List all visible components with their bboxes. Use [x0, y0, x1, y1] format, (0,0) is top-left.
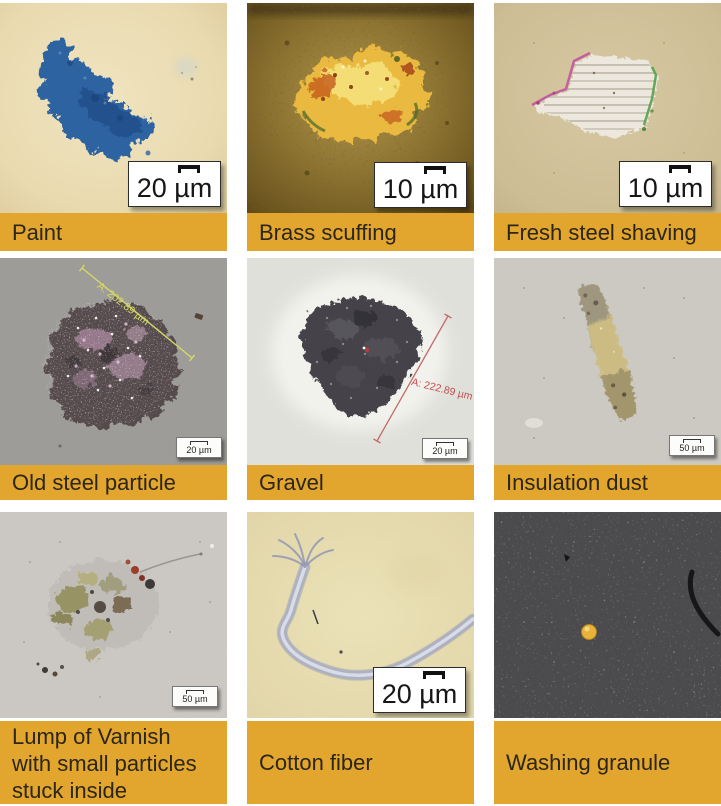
panel-cotton-fiber: 20 µm Cotton fiber: [247, 512, 474, 804]
scale-label: 10 µm: [382, 173, 459, 204]
scale-chip-label: 20 µm: [186, 444, 212, 455]
micrograph-insulation-dust: 50 µm: [494, 258, 721, 465]
micrograph-fresh-steel-shaving: 10 µm: [494, 3, 721, 213]
insulation-dust-illustration: [494, 258, 721, 465]
panel-paint: 20 µm Paint: [0, 3, 227, 251]
panel-gravel: A: 222.89 µm 20 µm Gravel: [247, 258, 474, 500]
scale-box: 20 µm: [128, 160, 221, 207]
measurement-line: [373, 313, 452, 444]
caption-text: Paint: [12, 219, 63, 245]
caption-text: Lump of Varnish with small particles stu…: [12, 724, 197, 803]
caption-text: Fresh steel shaving: [506, 219, 697, 245]
varnish-lump-illustration: [0, 512, 227, 718]
panel-fresh-steel-shaving: 10 µm Fresh steel shaving: [494, 3, 721, 251]
granule-dot: [581, 624, 597, 640]
caption-gravel: Gravel: [247, 465, 474, 500]
caption-varnish-lump: Lump of Varnish with small particles stu…: [0, 721, 227, 804]
caption-cotton-fiber: Cotton fiber: [247, 721, 474, 804]
caption-text: Washing granule: [506, 750, 671, 775]
caption-fresh-steel-shaving: Fresh steel shaving: [494, 213, 721, 251]
caption-text: Brass scuffing: [259, 219, 397, 245]
panel-insulation-dust: 50 µm Insulation dust: [494, 258, 721, 500]
scale-chip-label: 20 µm: [432, 445, 458, 456]
micrograph-varnish-lump: 50 µm: [0, 512, 227, 718]
fresh-steel-shaving-illustration: [494, 3, 721, 213]
caption-text: Old steel particle: [12, 470, 176, 495]
caption-text: Gravel: [259, 470, 324, 495]
scale-chip-bracket-icon: [683, 438, 701, 443]
caption-brass-scuffing: Brass scuffing: [247, 213, 474, 251]
micrograph-cotton-fiber: 20 µm: [247, 512, 474, 718]
measurement-line: [78, 264, 196, 362]
scale-bracket-icon: [177, 164, 200, 173]
panel-varnish-lump: 50 µm Lump of Varnish with small particl…: [0, 512, 227, 804]
micrograph-old-steel-particle: A: 202.89 µm 20 µm: [0, 258, 227, 465]
micrograph-brass-scuffing: 10 µm: [247, 3, 474, 213]
old-steel-particle-illustration: [0, 258, 227, 465]
panel-old-steel-particle: A: 202.89 µm 20 µm Old steel particle: [0, 258, 227, 500]
scale-chip-label: 50 µm: [182, 693, 208, 704]
dark-speck: [564, 554, 570, 562]
caption-old-steel-particle: Old steel particle: [0, 465, 227, 500]
gravel-illustration: [247, 258, 474, 465]
scale-chip-bracket-icon: [436, 441, 454, 446]
scale-chip-bracket-icon: [186, 689, 204, 694]
fiber-at-edge: [687, 569, 721, 637]
scale-label: 20 µm: [381, 678, 458, 709]
micrograph-gravel: A: 222.89 µm 20 µm: [247, 258, 474, 465]
caption-washing-granule: Washing granule: [494, 721, 721, 804]
grid-row-3: 50 µm Lump of Varnish with small particl…: [0, 512, 721, 804]
scale-bracket-icon: [423, 165, 446, 174]
scale-bracket-icon: [668, 164, 691, 173]
panel-brass-scuffing: 10 µm Brass scuffing: [247, 3, 474, 251]
caption-text: Insulation dust: [506, 470, 648, 495]
scale-chip-label: 50 µm: [679, 442, 705, 453]
micrograph-washing-granule: [494, 512, 721, 718]
scale-box: 20 µm: [373, 666, 466, 713]
scale-chip: 50 µm: [669, 435, 715, 456]
scale-label: 10 µm: [627, 172, 704, 203]
micrograph-paint: 20 µm: [0, 3, 227, 213]
washing-granule-illustration: [494, 512, 721, 718]
caption-insulation-dust: Insulation dust: [494, 465, 721, 500]
cotton-fiber-illustration: [247, 512, 474, 718]
scale-box: 10 µm: [619, 160, 712, 207]
grid-row-2: A: 202.89 µm 20 µm Old steel particle: [0, 258, 721, 500]
grid-row-1: 20 µm Paint: [0, 3, 721, 251]
scale-chip: 50 µm: [172, 686, 218, 707]
scale-label: 20 µm: [136, 172, 213, 203]
scale-box: 10 µm: [374, 161, 467, 208]
scale-chip: 20 µm: [176, 437, 222, 458]
scale-bracket-icon: [422, 670, 445, 679]
caption-text: Cotton fiber: [259, 750, 373, 775]
paint-illustration: [0, 3, 227, 213]
scale-chip: 20 µm: [422, 438, 468, 459]
caption-paint: Paint: [0, 213, 227, 251]
panel-washing-granule: Washing granule: [494, 512, 721, 804]
scale-chip-bracket-icon: [190, 440, 208, 445]
